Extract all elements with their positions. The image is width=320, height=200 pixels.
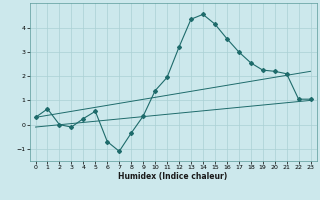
X-axis label: Humidex (Indice chaleur): Humidex (Indice chaleur) — [118, 172, 228, 181]
